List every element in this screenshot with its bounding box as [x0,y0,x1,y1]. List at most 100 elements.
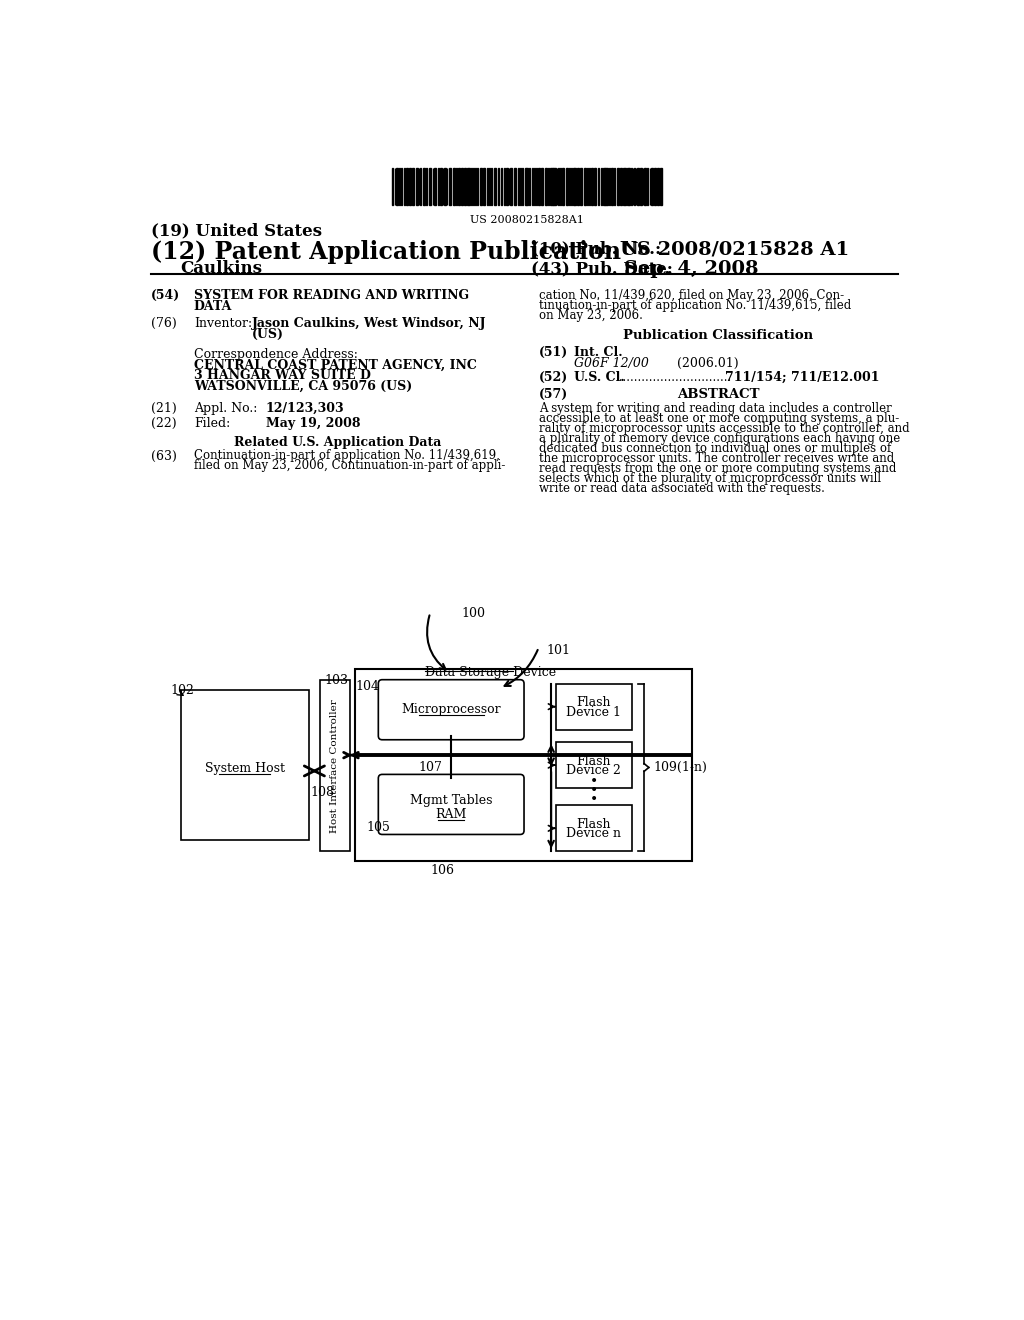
Text: cation No. 11/439,620, filed on May 23, 2006, Con-: cation No. 11/439,620, filed on May 23, … [539,289,844,302]
Text: (21): (21) [152,401,177,414]
Text: •: • [590,792,598,807]
Text: (63): (63) [152,449,177,462]
Bar [483,168,485,205]
Text: Sep. 4, 2008: Sep. 4, 2008 [624,260,759,279]
FancyBboxPatch shape [378,775,524,834]
Text: the microprocessor units. The controller receives write and: the microprocessor units. The controller… [539,451,894,465]
Bar [180,689,308,840]
FancyBboxPatch shape [378,680,524,739]
Bar [538,168,541,205]
Text: on May 23, 2006.: on May 23, 2006. [539,309,643,322]
Bar [416,168,418,205]
Bar [471,168,472,205]
Bar [477,168,478,205]
Text: Flash: Flash [577,755,611,768]
Bar [391,168,393,205]
Bar [651,168,652,205]
Text: 711/154; 711/E12.001: 711/154; 711/E12.001 [725,371,880,384]
Bar [458,168,460,205]
Bar [541,168,544,205]
Bar [506,168,508,205]
Bar [574,168,575,205]
Text: (12) Patent Application Publication: (12) Patent Application Publication [152,240,622,264]
Text: Inventor:: Inventor: [194,317,252,330]
Text: a plurality of memory device configurations each having one: a plurality of memory device configurati… [539,432,900,445]
Bar [412,168,414,205]
Text: 104: 104 [355,681,379,693]
Bar [659,168,662,205]
Text: Microprocessor: Microprocessor [401,704,501,717]
Bar [598,168,599,205]
Bar [514,168,516,205]
Text: read requests from the one or more computing systems and: read requests from the one or more compu… [539,462,896,475]
Text: 102: 102 [171,684,195,697]
Text: 109(1-n): 109(1-n) [653,760,708,774]
Bar [396,168,397,205]
Bar [526,168,528,205]
Text: RAM: RAM [435,808,467,821]
Text: 107: 107 [419,762,442,775]
Text: 100: 100 [461,607,485,620]
Text: Mgmt Tables: Mgmt Tables [410,795,493,807]
Bar [501,168,503,205]
Text: ...............................: ............................... [616,371,732,384]
Text: Flash: Flash [577,696,611,709]
Bar [467,168,470,205]
Text: write or read data associated with the requests.: write or read data associated with the r… [539,482,824,495]
Text: Device n: Device n [566,828,622,841]
Bar [656,168,658,205]
Bar [603,168,604,205]
Text: (51): (51) [539,346,568,359]
Text: Device 2: Device 2 [566,764,622,777]
Bar [403,168,406,205]
Bar [423,168,425,205]
Text: Device 1: Device 1 [566,705,622,718]
Bar [480,168,482,205]
Text: 108: 108 [311,787,335,800]
Text: 106: 106 [430,863,455,876]
Text: Flash: Flash [577,818,611,832]
Text: accessible to at least one or more computing systems, a plu-: accessible to at least one or more compu… [539,412,899,425]
Text: US 20080215828A1: US 20080215828A1 [470,215,584,224]
Bar [439,168,442,205]
Bar [429,168,431,205]
Text: rality of microprocessor units accessible to the controller, and: rality of microprocessor units accessibl… [539,422,909,434]
Bar [461,168,463,205]
Text: (57): (57) [539,388,568,401]
Bar [449,168,452,205]
Text: CENTRAL COAST PATENT AGENCY, INC: CENTRAL COAST PATENT AGENCY, INC [194,359,477,372]
Bar [577,168,579,205]
Bar [624,168,626,205]
Text: filed on May 23, 2006, Continuation-in-part of appli-: filed on May 23, 2006, Continuation-in-p… [194,459,505,473]
Bar [556,742,632,788]
Text: 105: 105 [367,821,390,834]
Bar [554,168,556,205]
Text: Publication Classification: Publication Classification [624,330,814,342]
Bar [637,168,639,205]
Text: System Host: System Host [205,762,285,775]
Bar [605,168,607,205]
Bar [584,168,586,205]
Bar [566,168,568,205]
Bar [407,168,408,205]
Bar [587,168,589,205]
Text: (43) Pub. Date:: (43) Pub. Date: [531,260,673,277]
Text: 103: 103 [324,675,348,688]
Bar [614,168,615,205]
Text: 3 HANGAR WAY SUITE D: 3 HANGAR WAY SUITE D [194,370,371,383]
Bar [580,168,583,205]
Text: SYSTEM FOR READING AND WRITING: SYSTEM FOR READING AND WRITING [194,289,469,302]
Text: Correspondence Address:: Correspondence Address: [194,348,357,360]
Text: G06F 12/00: G06F 12/00 [573,358,648,370]
Bar [621,168,622,205]
Text: WATSONVILLE, CA 95076 (US): WATSONVILLE, CA 95076 (US) [194,380,412,393]
Bar [464,168,466,205]
Bar [321,681,349,851]
Text: (2006.01): (2006.01) [677,358,738,370]
Bar [570,168,572,205]
Text: Appl. No.:: Appl. No.: [194,401,257,414]
Bar [644,168,646,205]
Bar [617,168,620,205]
Bar [550,168,553,205]
Bar [453,168,455,205]
